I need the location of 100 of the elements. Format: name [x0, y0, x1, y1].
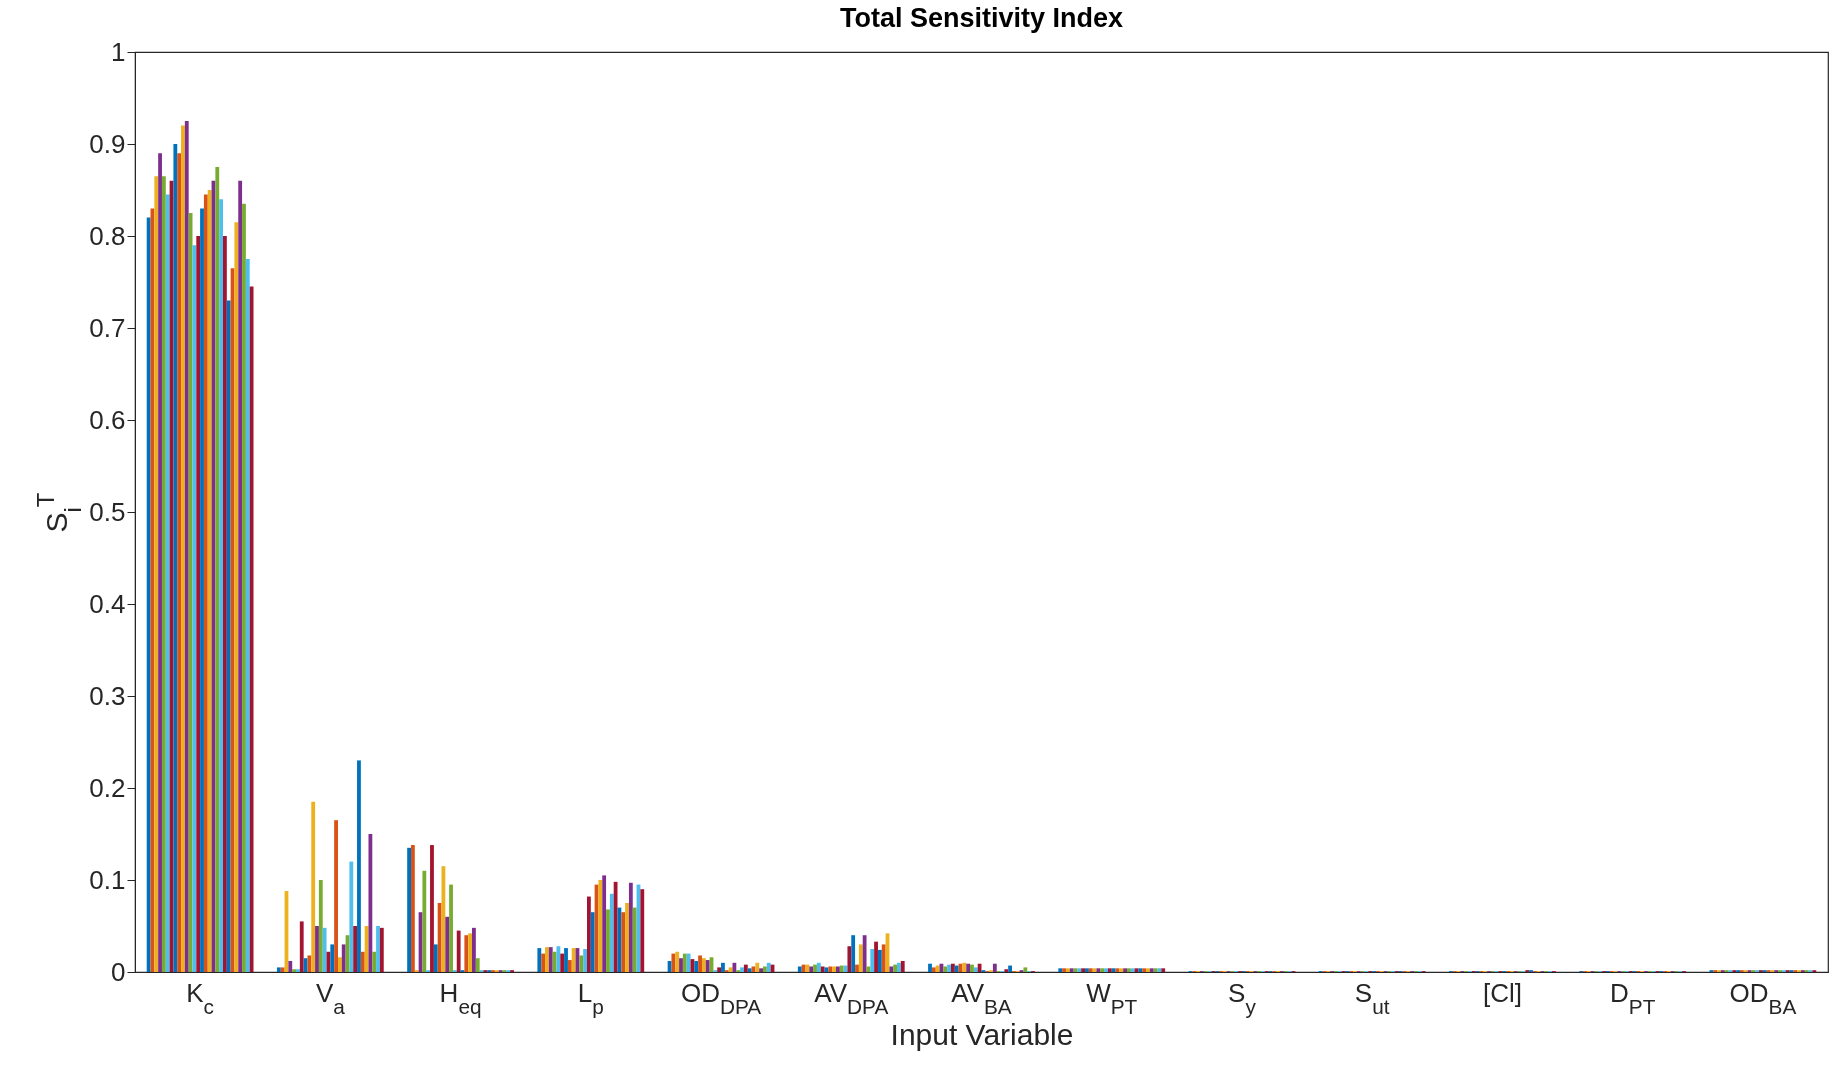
- bar: [1104, 968, 1108, 972]
- bar: [318, 880, 323, 972]
- x-tick-label: D$_{PT}$: [1609, 977, 1656, 1017]
- y-tick-label: 0.7: [89, 312, 126, 343]
- bar: [537, 948, 542, 972]
- bar: [158, 153, 162, 972]
- bar: [809, 966, 814, 972]
- bar: [832, 966, 837, 972]
- bar: [154, 176, 159, 972]
- y-tick-label: 0.6: [89, 404, 126, 435]
- y-tick-label: 0.9: [89, 128, 126, 159]
- bar: [721, 962, 725, 972]
- bar: [322, 927, 327, 972]
- bar: [1081, 968, 1086, 972]
- bar: [161, 176, 166, 972]
- y-tick-label: 0.5: [89, 496, 126, 527]
- bar: [855, 964, 859, 972]
- bar: [560, 953, 565, 972]
- x-tick-label: L$_{p}$: [577, 977, 604, 1017]
- bar: [1023, 967, 1028, 972]
- bar: [422, 870, 427, 972]
- bar: [797, 966, 802, 972]
- bar: [881, 944, 886, 972]
- bar: [900, 960, 905, 972]
- bar: [966, 963, 971, 972]
- bar: [586, 896, 591, 972]
- bar: [541, 953, 546, 972]
- bar: [207, 190, 212, 972]
- bar: [874, 941, 878, 972]
- bar: [970, 964, 974, 972]
- bar: [862, 935, 867, 972]
- bar: [449, 884, 453, 972]
- bar: [628, 882, 633, 972]
- bar: [238, 180, 243, 972]
- bar: [245, 259, 250, 972]
- x-tick-label: V$_{a}$: [315, 977, 346, 1017]
- bar: [334, 820, 338, 972]
- bar: [839, 965, 844, 972]
- bar: [181, 125, 185, 972]
- bar: [893, 964, 898, 972]
- bar: [430, 845, 434, 972]
- bar: [177, 153, 182, 972]
- bar: [357, 760, 361, 972]
- bar: [621, 912, 626, 972]
- bar: [598, 880, 603, 972]
- bar: [200, 208, 204, 972]
- y-tick-label: 0.4: [89, 588, 126, 619]
- bar: [445, 916, 450, 972]
- bar: [1065, 968, 1070, 972]
- bar: [1088, 968, 1093, 972]
- bar: [307, 955, 312, 972]
- bar: [579, 955, 584, 972]
- bar: [223, 236, 227, 972]
- bar: [1149, 968, 1154, 972]
- bar: [1096, 968, 1101, 972]
- bar: [947, 964, 951, 972]
- bar: [315, 926, 319, 972]
- bar: [870, 949, 875, 972]
- bar: [475, 958, 480, 972]
- bar: [682, 953, 687, 972]
- bar: [311, 801, 316, 972]
- bar: [215, 167, 220, 972]
- bar: [299, 921, 304, 972]
- bar: [545, 947, 549, 972]
- bar: [1004, 969, 1009, 972]
- bar: [234, 222, 239, 972]
- bar: [184, 121, 189, 972]
- bar: [694, 960, 699, 972]
- bar: [640, 889, 645, 972]
- bar: [296, 969, 300, 972]
- x-tick-label: W$_{PT}$: [1086, 977, 1138, 1017]
- bar: [816, 962, 821, 972]
- x-tick-label: S$_{y}$: [1228, 977, 1257, 1017]
- bar: [992, 963, 997, 972]
- bar: [977, 963, 982, 972]
- bar: [740, 967, 744, 972]
- bar: [613, 881, 618, 972]
- x-tick-label: OD$_{DPA}$: [680, 977, 762, 1017]
- bar: [583, 949, 587, 972]
- bar: [954, 965, 959, 972]
- bar: [1126, 968, 1131, 972]
- x-tick-label: K$_{c}$: [186, 977, 214, 1017]
- bar: [226, 300, 231, 972]
- bar: [755, 962, 760, 972]
- bar: [698, 955, 702, 972]
- chart-title: Total Sensitivity Index: [839, 3, 1124, 33]
- bar: [671, 953, 676, 972]
- bar: [1008, 965, 1013, 972]
- bar: [889, 966, 894, 972]
- bar: [847, 946, 852, 972]
- y-tick-label: 0.8: [89, 220, 126, 251]
- bar: [1146, 968, 1150, 972]
- bar: [851, 935, 856, 972]
- bar: [249, 286, 254, 972]
- bar: [288, 960, 293, 972]
- bar: [1119, 968, 1124, 972]
- bar: [897, 962, 901, 972]
- bar: [935, 965, 940, 972]
- bar: [1123, 968, 1127, 972]
- bar: [192, 245, 197, 972]
